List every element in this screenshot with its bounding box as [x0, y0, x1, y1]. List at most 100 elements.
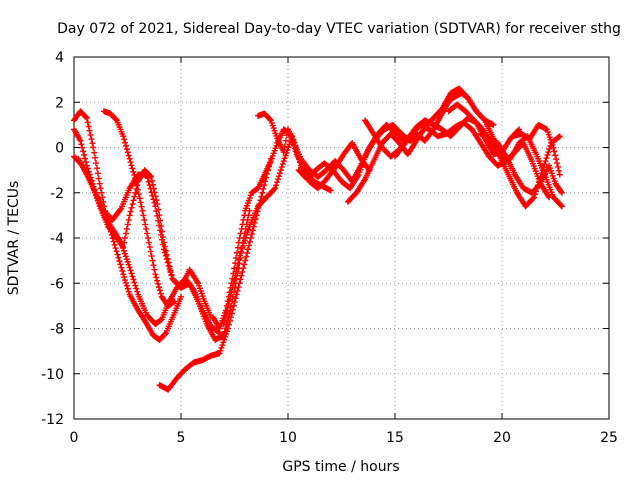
data-point [95, 175, 102, 182]
data-point [128, 204, 135, 211]
data-point [273, 182, 280, 189]
data-point [245, 226, 252, 233]
data-point [283, 149, 290, 156]
y-tick-label: -2 [50, 186, 64, 202]
data-point [91, 149, 98, 156]
data-point [236, 256, 243, 263]
data-point [162, 252, 169, 259]
data-point [134, 186, 141, 193]
data-point [136, 195, 143, 202]
data-point [233, 291, 240, 298]
data-point [116, 258, 123, 265]
data-point [277, 167, 284, 174]
data-point [178, 293, 184, 300]
data-point [145, 239, 152, 246]
data-point [81, 151, 88, 158]
data-point [165, 262, 172, 269]
data-point [232, 272, 239, 279]
data-point [121, 136, 128, 143]
data-point [126, 264, 133, 271]
data-point [545, 149, 552, 156]
data-point [122, 230, 129, 237]
data-point [246, 242, 253, 249]
data-point [259, 189, 266, 196]
data-point [530, 195, 537, 202]
data-point [231, 276, 238, 283]
data-point [132, 282, 139, 289]
data-point [230, 280, 237, 287]
data-point [93, 165, 100, 172]
data-point [279, 161, 286, 168]
data-point [132, 175, 139, 182]
data-point [272, 185, 279, 192]
data-point [150, 262, 157, 269]
data-point [429, 127, 436, 134]
chart-title: Day 072 of 2021, Sidereal Day-to-day VTE… [57, 21, 621, 37]
x-tick-label: 5 [177, 430, 186, 446]
data-point [251, 219, 258, 226]
data-point [79, 144, 86, 151]
data-point [89, 140, 96, 147]
data-point [260, 185, 267, 192]
data-point [236, 235, 243, 241]
data-point [234, 287, 241, 294]
data-point [125, 288, 132, 295]
data-point [220, 339, 227, 346]
data-point [285, 144, 292, 151]
x-tick-label: 0 [70, 430, 79, 446]
data-point [243, 253, 250, 260]
data-point [229, 284, 236, 291]
data-point [112, 116, 119, 123]
data-point [85, 123, 92, 130]
data-point [247, 235, 254, 241]
data-point [236, 280, 243, 287]
data-point [138, 203, 145, 210]
data-point [166, 265, 173, 272]
data-point [126, 212, 133, 219]
data-point [278, 164, 285, 171]
data-point [153, 274, 160, 281]
data-point [239, 268, 246, 275]
data-point [88, 136, 95, 143]
data-point [286, 141, 293, 148]
data-point [121, 274, 128, 281]
data-point [119, 242, 126, 249]
data-point [238, 272, 245, 279]
data-point [112, 245, 119, 252]
data-point [124, 258, 131, 265]
data-point [133, 178, 140, 185]
data-point [144, 175, 151, 182]
data-point [127, 208, 134, 215]
data-point [240, 240, 247, 247]
data-point [327, 187, 334, 194]
data-point [122, 253, 129, 260]
data-point [111, 241, 118, 248]
x-tick-labels: 0 5 10 15 20 25 [70, 430, 618, 446]
data-point [146, 182, 153, 189]
data-point [158, 231, 165, 238]
data-point [148, 253, 155, 260]
data-point [84, 119, 91, 126]
data-point [123, 146, 130, 153]
data-point [113, 248, 120, 255]
data-point [151, 199, 158, 206]
data-point [554, 163, 561, 170]
data-point [94, 170, 101, 177]
data-point [139, 207, 146, 214]
data-point [557, 202, 564, 209]
data-point [127, 159, 134, 166]
data-point [127, 267, 134, 274]
data-point [123, 225, 130, 232]
data-point [124, 285, 131, 292]
data-point [242, 234, 249, 241]
y-tick-label: -10 [41, 367, 64, 383]
data-point [120, 247, 127, 254]
data-point [110, 238, 117, 245]
data-point [221, 316, 228, 323]
y-tick-label: 2 [55, 95, 64, 111]
data-point [226, 317, 233, 324]
data-point [100, 198, 107, 205]
data-point [77, 137, 84, 144]
data-point [553, 156, 560, 163]
data-point [241, 261, 248, 268]
